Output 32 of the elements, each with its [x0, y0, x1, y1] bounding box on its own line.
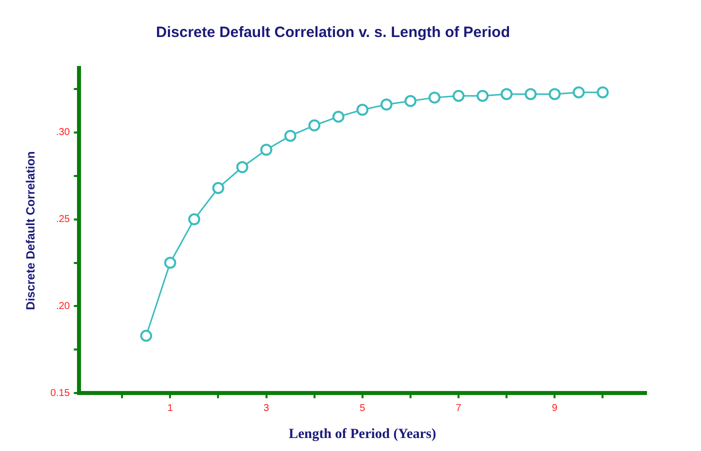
chart-title: Discrete Default Correlation v. s. Length of Period — [156, 24, 510, 42]
x-tick-label: 7 — [456, 402, 462, 414]
point — [572, 86, 585, 98]
x-tick-label: 1 — [167, 402, 174, 414]
point — [524, 88, 537, 100]
y-tick-label: .20 — [56, 301, 70, 312]
y-axis-title: Discrete Default Correlation — [24, 151, 38, 310]
point — [476, 90, 489, 102]
y-tick-label: .30 — [56, 127, 70, 138]
x-tick-label: 9 — [552, 402, 558, 414]
point — [236, 161, 248, 174]
x-tick-label: 3 — [264, 402, 270, 414]
point — [452, 90, 465, 102]
x-tick-label: 5 — [360, 402, 366, 414]
point — [212, 182, 224, 194]
point — [596, 86, 609, 98]
point — [332, 110, 344, 123]
point — [500, 88, 513, 100]
point — [308, 119, 320, 132]
point — [188, 213, 200, 226]
point — [356, 104, 368, 116]
y-tick-label: .25 — [56, 214, 70, 226]
point — [260, 144, 272, 156]
point — [164, 256, 176, 269]
x-axis-title: Length of Period (Years) — [288, 427, 436, 442]
y-tick-label: 0.15 — [50, 388, 70, 399]
point — [548, 88, 561, 100]
point — [140, 330, 152, 342]
point — [284, 130, 296, 142]
point — [428, 92, 441, 104]
point — [404, 95, 416, 108]
point — [380, 98, 392, 111]
